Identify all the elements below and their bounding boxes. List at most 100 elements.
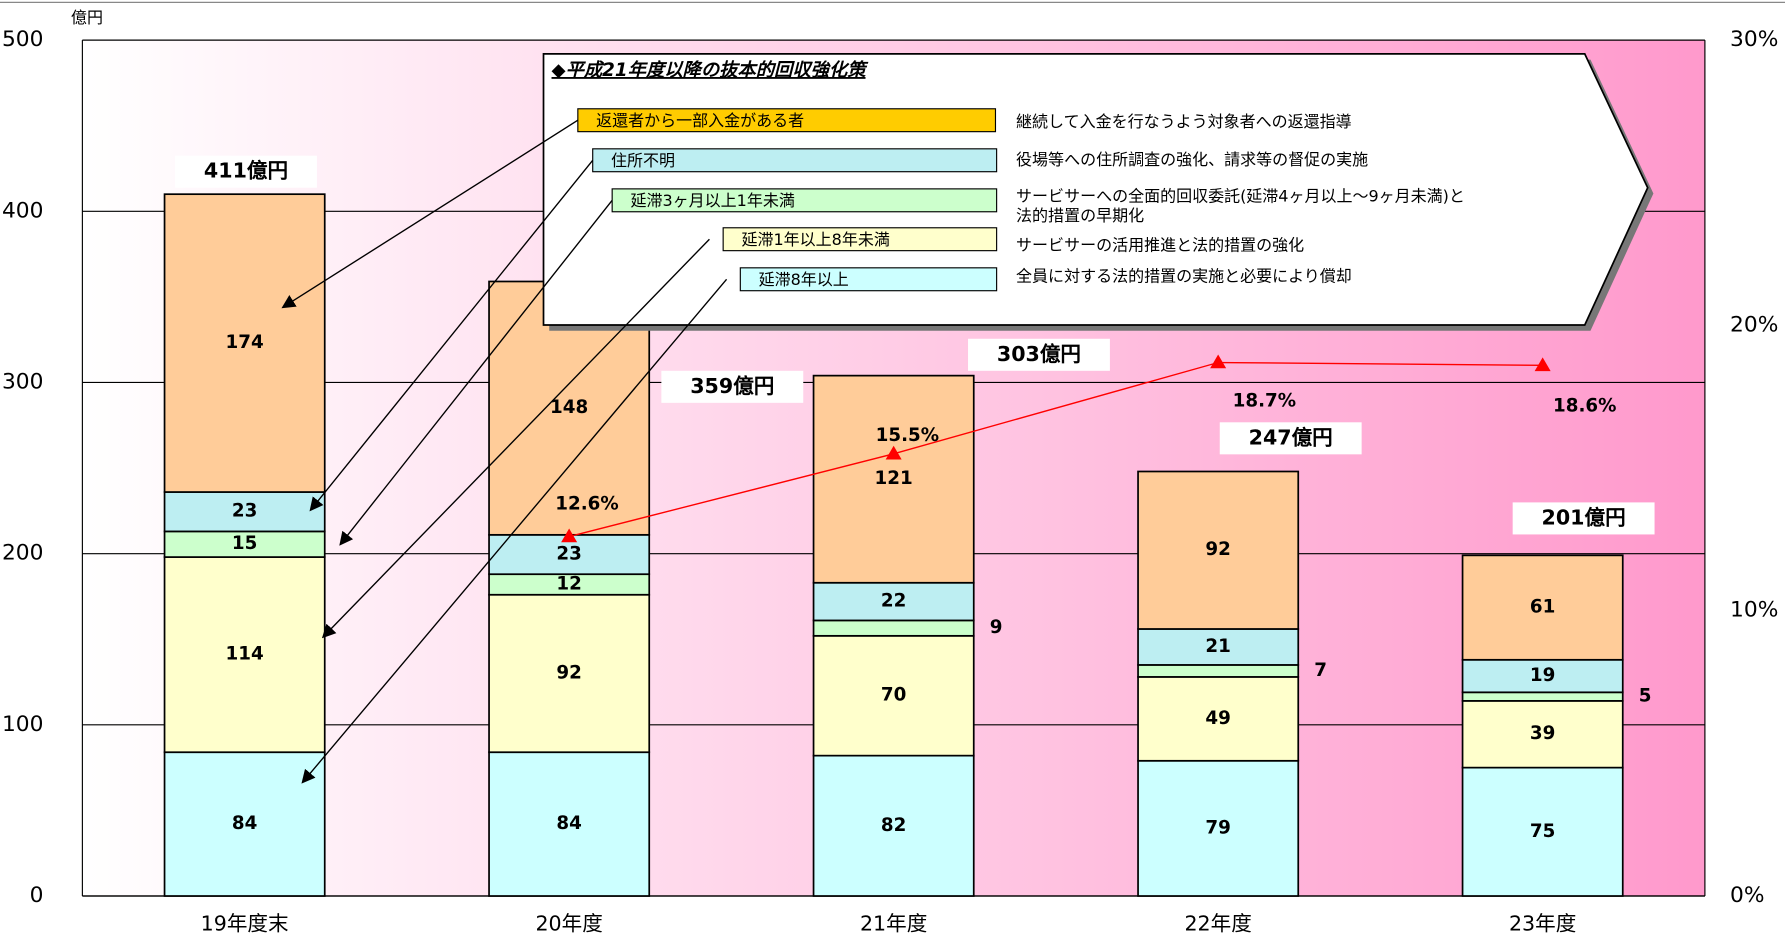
data-label: 75 [1530,821,1555,842]
data-label: 23 [556,544,581,565]
data-label: 18.6% [1553,395,1616,416]
bar-segment [1461,700,1624,769]
arrow [281,119,579,309]
arrow [339,199,613,546]
y-tick-label: 500 [2,27,43,52]
total-label: 303億円 [997,342,1081,366]
bar-segment [163,193,326,493]
data-label: 84 [556,813,581,834]
legend-label: 延滞3ヶ月以上1年未満 [630,191,794,210]
bar-segment [1137,470,1300,630]
data-label: 23 [232,501,257,522]
data-label: 15.5% [876,425,939,446]
marker [1210,354,1227,369]
data-label: 7 [1314,660,1327,681]
legend-swatch [577,108,997,133]
marker [1534,357,1551,372]
arrow [309,159,594,512]
data-label: 121 [875,468,913,489]
marker [885,445,902,460]
data-label: 79 [1205,817,1230,838]
bar-segment [812,754,975,897]
bar-segment [163,556,326,754]
legend-swatch [592,148,998,173]
bar-segment [163,751,326,897]
legend-title: ◆平成21年度以降の抜本的回収強化策 [552,60,870,81]
y2-tick-label: 10% [1730,598,1778,623]
bar-segment [488,593,651,754]
legend-measure: 役場等への住所調査の強化、請求等の督促の実施 [1016,150,1368,169]
bar-segment [1461,554,1624,661]
y2-tick-label: 0% [1730,883,1764,908]
data-label: 12.6% [555,494,618,515]
data-label: 174 [226,332,264,353]
x-tick-label: 23年度 [1509,912,1576,936]
data-label: 39 [1530,723,1555,744]
marker [561,528,578,543]
total-label-bg [1219,422,1362,455]
line [568,361,1543,538]
x-tick-label: 20年度 [535,912,602,936]
data-label: 148 [550,397,588,418]
data-label: 49 [1205,708,1230,729]
arrow [301,278,728,784]
y-tick-label: 100 [2,712,43,737]
bar-segment [812,634,975,757]
legend-measure: 全員に対する法的措置の実施と必要により償却 [1016,266,1352,285]
x-tick-label: 22年度 [1184,912,1251,936]
bar-segment [812,374,975,584]
x-tick-label: 19年度末 [201,912,289,936]
bar-segment [1461,691,1624,702]
x-tick-label: 21年度 [860,912,927,936]
bar-segment [163,491,326,533]
y-tick-label: 300 [2,369,43,394]
y-tick-label: 0 [30,883,44,908]
bar-segment [1137,676,1300,762]
legend-swatch [739,267,998,292]
arrow [321,238,710,639]
total-label: 201億円 [1542,505,1626,529]
data-label: 9 [990,617,1003,638]
legend-label: 延滞8年以上 [759,270,849,289]
legend-swatch [611,188,998,213]
legend-label: 延滞1年以上8年未満 [741,230,889,249]
y2-tick-label: 20% [1730,312,1778,337]
bar-segment [1461,766,1624,897]
legend-measure: サービサーの活用推進と法的措置の強化 [1016,236,1304,255]
y-tick-label: 200 [2,541,43,566]
data-label: 22 [881,591,906,612]
legend-measure: 継続して入金を行なうよう対象者への返還指導 [1016,112,1352,131]
data-label: 82 [881,815,906,836]
bar-segment [488,751,651,897]
legend-measure: サービサーへの全面的回収委託(延滞4ヶ月以上～9ヶ月未満)と [1016,186,1465,205]
total-label: 247億円 [1249,425,1333,449]
total-label-bg [661,370,804,403]
data-label: 15 [232,533,257,554]
total-label-bg [968,338,1110,371]
total-label-bg [1512,502,1655,535]
bar-segment [1137,759,1300,897]
data-label: 92 [556,662,581,683]
bar-segment [1137,628,1300,666]
total-label: 359億円 [690,374,774,398]
total-label-bg [175,155,317,188]
bar-segment [1137,664,1300,678]
y-unit: 億円 [71,8,103,27]
data-label: 18.7% [1233,391,1296,412]
legend-label: 住所不明 [611,151,675,170]
bar-segment [1461,658,1624,694]
data-label: 21 [1205,636,1230,657]
bar-segment [812,619,975,637]
data-label: 5 [1639,686,1652,707]
data-label: 92 [1205,539,1230,560]
data-label: 12 [556,573,581,594]
legend-measure: 法的措置の早期化 [1016,206,1144,225]
data-label: 19 [1530,665,1555,686]
data-label: 70 [881,685,906,706]
data-label: 114 [226,644,264,665]
y-tick-label: 400 [2,198,43,223]
data-label: 84 [232,813,257,834]
bar-segment [812,581,975,622]
legend-label: 返還者から一部入金がある者 [596,111,804,130]
